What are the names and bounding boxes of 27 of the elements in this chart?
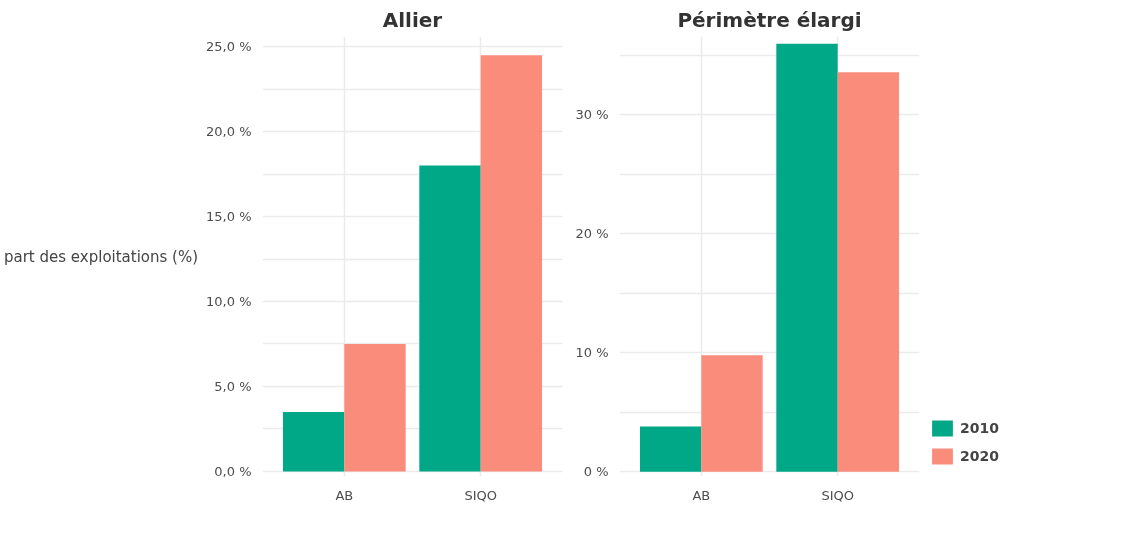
y-tick-label: 20,0 %: [206, 124, 252, 140]
bar: [419, 165, 481, 472]
y-tick-label: 30 %: [575, 107, 609, 123]
y-tick-label: 0 %: [583, 464, 609, 480]
legend-label: 2010: [960, 420, 999, 436]
y-tick-label: 20 %: [575, 226, 609, 242]
bar: [480, 55, 543, 472]
y-tick-label: 0,0 %: [214, 463, 252, 479]
y-axis-title: part des exploitations (%): [3, 247, 199, 266]
x-tick-label: SIQO: [464, 487, 497, 503]
y-tick-label: 15,0 %: [206, 209, 252, 225]
bar: [639, 426, 702, 472]
chart-title: Allier: [382, 7, 443, 32]
y-tick-label: 25,0 %: [206, 39, 252, 55]
bar: [344, 343, 406, 472]
bar: [776, 43, 838, 472]
x-tick-label: SIQO: [821, 487, 854, 503]
y-tick-label: 10 %: [575, 345, 609, 361]
x-tick-label: AB: [335, 487, 354, 503]
y-tick-label: 10,0 %: [206, 294, 252, 310]
x-tick-label: AB: [692, 487, 711, 503]
bar: [837, 72, 900, 472]
y-tick-label: 5,0 %: [214, 378, 252, 394]
bar: [282, 411, 345, 472]
legend-label: 2020: [960, 448, 999, 464]
bar: [701, 355, 763, 472]
chart-title: Périmètre élargi: [677, 7, 862, 32]
